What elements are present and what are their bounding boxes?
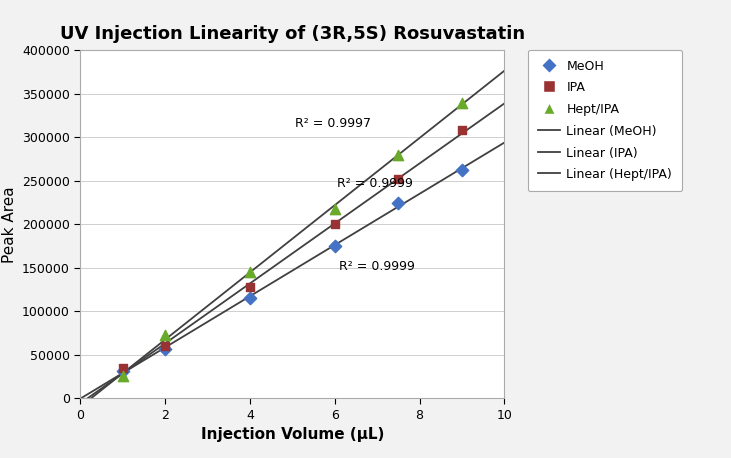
- Y-axis label: Peak Area: Peak Area: [1, 186, 17, 263]
- Text: R² = 0.9997: R² = 0.9997: [295, 117, 371, 130]
- Point: [244, 268, 256, 276]
- Point: [393, 175, 404, 183]
- Point: [244, 284, 256, 291]
- Point: [393, 199, 404, 206]
- Point: [117, 367, 129, 374]
- Point: [456, 166, 468, 173]
- Text: R² = 0.9999: R² = 0.9999: [337, 177, 413, 190]
- Point: [244, 295, 256, 302]
- Point: [159, 331, 171, 338]
- Point: [456, 99, 468, 106]
- Point: [329, 243, 341, 250]
- Legend: MeOH, IPA, Hept/IPA, Linear (MeOH), Linear (IPA), Linear (Hept/IPA): MeOH, IPA, Hept/IPA, Linear (MeOH), Line…: [528, 49, 682, 191]
- Point: [393, 151, 404, 158]
- Point: [329, 205, 341, 213]
- Point: [117, 365, 129, 372]
- Point: [456, 127, 468, 134]
- Title: UV Injection Linearity of (3R,5S) Rosuvastatin: UV Injection Linearity of (3R,5S) Rosuva…: [60, 25, 525, 43]
- Point: [159, 343, 171, 350]
- X-axis label: Injection Volume (μL): Injection Volume (μL): [201, 427, 384, 442]
- Point: [117, 372, 129, 380]
- Text: R² = 0.9999: R² = 0.9999: [339, 260, 415, 273]
- Point: [329, 221, 341, 228]
- Point: [159, 345, 171, 353]
